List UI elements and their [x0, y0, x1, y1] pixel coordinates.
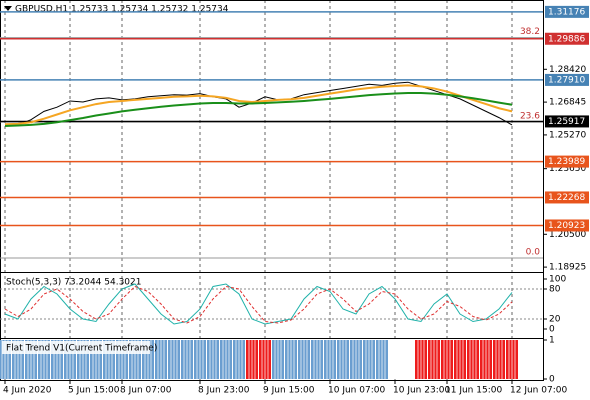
level-label: 1.27910 — [548, 75, 585, 85]
y-tick-label: 1.20500 — [549, 230, 586, 240]
y-tick-label: 0 — [549, 325, 555, 335]
x-tick-label: 4 Jun 2020 — [3, 386, 52, 396]
frame — [0, 0, 544, 381]
y-tick-label: 0 — [549, 375, 555, 385]
x-tick-label: 8 Jun 07:00 — [120, 386, 172, 396]
y-tick-label: 20 — [549, 315, 561, 325]
x-tick-label: 10 Jun 23:00 — [393, 386, 450, 396]
series-line — [4, 81, 513, 126]
label-bg — [2, 341, 150, 354]
stoch-line — [4, 283, 513, 325]
x-tick-label: 5 Jun 15:00 — [68, 386, 120, 396]
x-tick-label: 11 Jun 15:00 — [445, 386, 502, 396]
level-tag — [545, 73, 589, 86]
series-line — [4, 92, 513, 127]
level-label: 1.29886 — [548, 34, 585, 44]
level-tag — [545, 219, 589, 232]
symbol-arrow — [4, 6, 12, 11]
level-label: 1.31176 — [548, 7, 585, 17]
y-tick-label: 80 — [549, 285, 561, 295]
level-label: 1.23989 — [548, 157, 585, 167]
level-label: 1.25917 — [548, 117, 585, 127]
level-label: 1.22268 — [548, 193, 585, 203]
level-tag — [545, 191, 589, 204]
x-tick-label: 8 Jun 23:00 — [198, 386, 250, 396]
y-tick-label: 1.18925 — [549, 263, 586, 273]
level-tag — [545, 5, 589, 18]
x-tick-label: 9 Jun 15:00 — [263, 386, 315, 396]
chart-title: GBPUSD,H1 1.25733 1.25734 1.25732 1.2573… — [15, 5, 229, 15]
fib-label: 0.0 — [526, 248, 541, 258]
y-tick-label: 1 — [549, 336, 555, 346]
y-tick-label: 100 — [549, 275, 566, 285]
x-tick-label: 12 Jun 07:00 — [510, 386, 567, 396]
stoch-title: Stoch(5,3,3) 73.2044 54.3021 — [6, 278, 141, 288]
level-tag — [545, 115, 589, 128]
series-line — [4, 84, 513, 126]
level-tag — [545, 155, 589, 168]
y-tick-label: 1.28420 — [549, 65, 586, 75]
level-label: 1.20923 — [548, 221, 585, 231]
y-tick-label: 1.23650 — [549, 164, 586, 174]
y-tick-label: 1.25270 — [549, 130, 586, 140]
x-tick-label: 10 Jun 07:00 — [328, 386, 385, 396]
y-tick-label: 1.26845 — [549, 98, 586, 108]
trend-title: Flat Trend V1(Current Timeframe) — [6, 344, 157, 354]
level-tag — [545, 32, 589, 45]
fib-label: 38.2 — [520, 27, 540, 37]
trend-bar — [0, 340, 11, 379]
fib-label: 23.6 — [520, 112, 540, 122]
stoch-line — [4, 285, 513, 324]
